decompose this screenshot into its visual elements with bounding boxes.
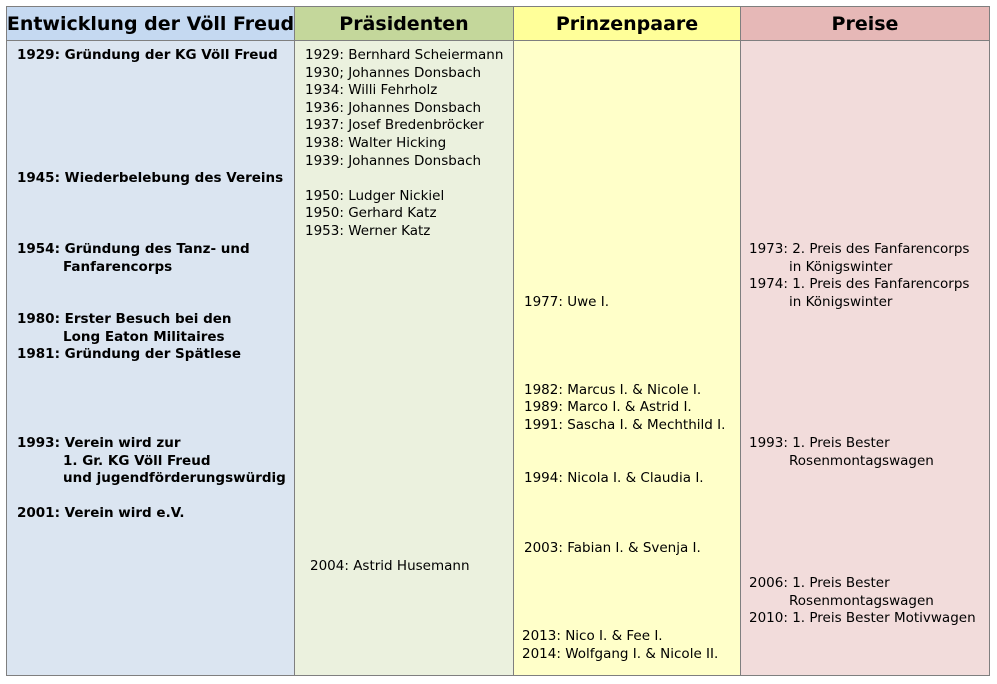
praesidenten-entry-line: 1934: Willi Fehrholz xyxy=(305,82,438,98)
praesidenten-entry-line: 1929: Bernhard Scheiermann xyxy=(305,47,504,63)
column-header-preise: Preise xyxy=(741,7,989,41)
entwicklung-entry-line: 1929: Gründung der KG Völl Freud xyxy=(17,47,278,63)
prinzenpaare-entry-line: 1977: Uwe I. xyxy=(524,294,609,310)
praesidenten-entry: 2004: Astrid Husemann xyxy=(310,558,470,576)
prinzenpaare-entry: 1982: Marcus I. & Nicole I. xyxy=(524,382,701,400)
preise-entry-line: 1993: 1. Preis Bester xyxy=(749,435,890,451)
preise-entry-line: in Königswinter xyxy=(789,293,893,310)
entwicklung-entry-line: 1954: Gründung des Tanz- und xyxy=(17,241,250,257)
column-preise: Preise 1973: 2. Preis des Fanfarencorps i… xyxy=(740,6,990,676)
praesidenten-entry: 1950: Gerhard Katz xyxy=(305,205,437,223)
praesidenten-entry-line: 2004: Astrid Husemann xyxy=(310,558,470,574)
column-body-prinzenpaare: 1977: Uwe I. 1982: Marcus I. & Nicole I. 1… xyxy=(514,41,740,675)
preise-entry: 2010: 1. Preis Bester Motivwagen xyxy=(749,610,976,628)
entwicklung-entry: 1981: Gründung der Spätlese xyxy=(17,346,241,364)
prinzenpaare-entry-line: 1982: Marcus I. & Nicole I. xyxy=(524,382,702,398)
praesidenten-entry: 1929: Bernhard Scheiermann xyxy=(305,47,503,65)
prinzenpaare-entry: 2003: Fabian I. & Svenja I. xyxy=(524,540,701,558)
praesidenten-entry: 1939: Johannes Donsbach xyxy=(305,153,481,171)
entwicklung-entry: 1993: Verein wird zur 1. Gr. KG Völl Freu… xyxy=(17,435,286,488)
entwicklung-entry: 1929: Gründung der KG Völl Freud xyxy=(17,47,278,65)
column-header-prinzenpaare: Prinzenpaare xyxy=(514,7,740,41)
entwicklung-entry-line: 1993: Verein wird zur xyxy=(17,435,181,451)
entwicklung-entry-line: und jugendförderungswürdig xyxy=(63,470,286,487)
column-body-praesidenten: 1929: Bernhard Scheiermann 1930; Johannes… xyxy=(295,41,513,675)
preise-entry-line: in Königswinter xyxy=(789,258,893,275)
column-prinzenpaare: Prinzenpaare 1977: Uwe I. 1982: Marcus I.… xyxy=(513,6,741,676)
praesidenten-entry: 1953: Werner Katz xyxy=(305,223,430,241)
entwicklung-entry: 1945: Wiederbelebung des Vereins xyxy=(17,170,283,188)
prinzenpaare-entry: 2014: Wolfgang I. & Nicole II. xyxy=(522,646,718,664)
praesidenten-entry-line: 1939: Johannes Donsbach xyxy=(305,153,482,169)
preise-entry-line: 1974: 1. Preis des Fanfarencorps xyxy=(749,276,970,292)
entwicklung-entry-line: Long Eaton Militaires xyxy=(63,328,225,345)
entwicklung-entry-line: 2001: Verein wird e.V. xyxy=(17,505,185,521)
praesidenten-entry: 1938: Walter Hicking xyxy=(305,135,446,153)
column-header-entwicklung: Entwicklung der Völl Freud xyxy=(7,7,294,41)
praesidenten-entry: 1930; Johannes Donsbach xyxy=(305,65,481,83)
entwicklung-entry-line: 1981: Gründung der Spätlese xyxy=(17,346,241,362)
prinzenpaare-entry-line: 2003: Fabian I. & Svenja I. xyxy=(524,540,701,556)
column-body-entwicklung: 1929: Gründung der KG Völl Freud 1945: Wi… xyxy=(7,41,294,675)
prinzenpaare-entry-line: 1989: Marco I. & Astrid I. xyxy=(524,399,692,415)
column-body-preise: 1973: 2. Preis des Fanfarencorps in König… xyxy=(741,41,989,675)
preise-entry-line: 2006: 1. Preis Bester xyxy=(749,575,890,591)
praesidenten-entry-line: 1936: Johannes Donsbach xyxy=(305,100,482,116)
preise-entry: 2006: 1. Preis Bester Rosenmontagswagen xyxy=(749,575,934,610)
praesidenten-entry: 1950: Ludger Nickiel xyxy=(305,188,444,206)
column-praesidenten: Präsidenten 1929: Bernhard Scheiermann 19… xyxy=(294,6,514,676)
preise-entry-line: 1973: 2. Preis des Fanfarencorps xyxy=(749,241,970,257)
entwicklung-entry-line: 1980: Erster Besuch bei den xyxy=(17,311,232,327)
praesidenten-entry-line: 1930; Johannes Donsbach xyxy=(305,65,482,81)
preise-entry-line: Rosenmontagswagen xyxy=(789,592,934,609)
entwicklung-entry: 2001: Verein wird e.V. xyxy=(17,505,185,523)
prinzenpaare-entry: 2013: Nico I. & Fee I. xyxy=(522,628,663,646)
praesidenten-entry: 1937: Josef Bredenbröcker xyxy=(305,117,484,135)
praesidenten-entry: 1936: Johannes Donsbach xyxy=(305,100,481,118)
entwicklung-entry-line: 1945: Wiederbelebung des Vereins xyxy=(17,170,284,186)
preise-entry-line: 2010: 1. Preis Bester Motivwagen xyxy=(749,610,976,626)
preise-entry: 1973: 2. Preis des Fanfarencorps in König… xyxy=(749,241,969,276)
history-table: Entwicklung der Völl Freud 1929: Gründun… xyxy=(6,6,990,676)
prinzenpaare-entry-line: 1994: Nicola I. & Claudia I. xyxy=(524,470,704,486)
praesidenten-entry: 1934: Willi Fehrholz xyxy=(305,82,437,100)
column-entwicklung: Entwicklung der Völl Freud 1929: Gründun… xyxy=(6,6,295,676)
prinzenpaare-entry: 1977: Uwe I. xyxy=(524,294,609,312)
prinzenpaare-entry: 1991: Sascha I. & Mechthild I. xyxy=(524,417,725,435)
prinzenpaare-entry: 1989: Marco I. & Astrid I. xyxy=(524,399,692,417)
praesidenten-entry-line: 1938: Walter Hicking xyxy=(305,135,447,151)
praesidenten-entry-line: 1937: Josef Bredenbröcker xyxy=(305,117,484,133)
prinzenpaare-entry-line: 2013: Nico I. & Fee I. xyxy=(522,628,663,644)
entwicklung-entry-line: 1. Gr. KG Völl Freud xyxy=(63,452,211,469)
praesidenten-entry-line: 1953: Werner Katz xyxy=(305,223,431,239)
entwicklung-entry: 1954: Gründung des Tanz- und Fanfarencorp… xyxy=(17,241,250,276)
prinzenpaare-entry: 1994: Nicola I. & Claudia I. xyxy=(524,470,704,488)
praesidenten-entry-line: 1950: Ludger Nickiel xyxy=(305,188,445,204)
prinzenpaare-entry-line: 1991: Sascha I. & Mechthild I. xyxy=(524,417,726,433)
entwicklung-entry: 1980: Erster Besuch bei den Long Eaton Mi… xyxy=(17,311,232,346)
preise-entry: 1993: 1. Preis Bester Rosenmontagswagen xyxy=(749,435,934,470)
entwicklung-entry-line: Fanfarencorps xyxy=(63,258,173,275)
praesidenten-entry-line: 1950: Gerhard Katz xyxy=(305,205,437,221)
prinzenpaare-entry-line: 2014: Wolfgang I. & Nicole II. xyxy=(522,646,719,662)
preise-entry-line: Rosenmontagswagen xyxy=(789,452,934,469)
preise-entry: 1974: 1. Preis des Fanfarencorps in König… xyxy=(749,276,969,311)
column-header-praesidenten: Präsidenten xyxy=(295,7,513,41)
